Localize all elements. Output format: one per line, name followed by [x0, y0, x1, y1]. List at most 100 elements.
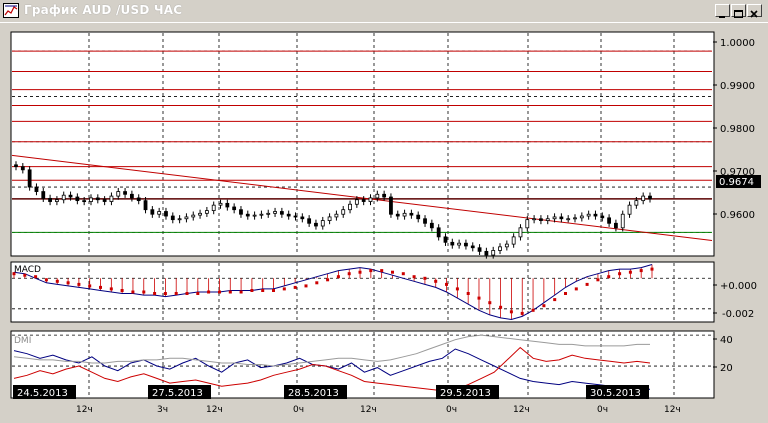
- close-icon: [750, 10, 758, 18]
- candle-body: [55, 199, 59, 202]
- candle-body: [593, 213, 598, 217]
- price-candles: [14, 161, 652, 259]
- window-title: График AUD /USD ЧАС: [24, 3, 183, 17]
- signal-dot: [445, 282, 448, 286]
- candle-body: [320, 220, 325, 227]
- close-button[interactable]: [747, 4, 762, 18]
- hour-label: 12ч: [513, 405, 530, 415]
- candle-body: [68, 194, 73, 198]
- date-label: 30.5.2013: [590, 388, 641, 399]
- signal-dot: [272, 289, 275, 292]
- candle-body: [218, 202, 223, 206]
- current-price-label: 0.9674: [719, 177, 754, 188]
- minimize-button[interactable]: [715, 4, 730, 18]
- signal-dot: [628, 270, 632, 274]
- candle-body: [198, 212, 202, 216]
- macd-panel: [10, 261, 715, 323]
- date-label: 28.5.2013: [288, 388, 339, 399]
- signal-dot: [509, 310, 513, 314]
- chart-app-icon: [3, 3, 19, 18]
- maximize-button[interactable]: [731, 4, 746, 18]
- candle-body: [511, 236, 516, 245]
- candle-body: [423, 218, 427, 224]
- current-price-badge: 0.9674: [716, 175, 761, 188]
- signal-dot: [585, 282, 589, 286]
- candle-body: [184, 216, 189, 220]
- signal-dot: [109, 287, 113, 291]
- candle-body: [95, 197, 100, 201]
- signal-dot: [639, 269, 643, 273]
- candle-body: [273, 211, 277, 214]
- candle-body: [20, 166, 25, 171]
- candle-body: [232, 206, 237, 211]
- hour-label: 12ч: [360, 405, 377, 415]
- signal-dot: [239, 290, 243, 294]
- signal-dot: [304, 284, 308, 288]
- candle-body: [600, 215, 605, 219]
- hour-label: 3ч: [157, 405, 168, 415]
- signal-dot: [434, 279, 438, 283]
- candle-body: [539, 218, 543, 221]
- signal-dot: [423, 276, 427, 280]
- maximize-icon: [734, 10, 743, 18]
- signal-dot: [650, 267, 654, 271]
- candle-body: [61, 194, 66, 201]
- candle-body: [457, 242, 462, 246]
- signal-dot: [218, 290, 221, 294]
- dmi-grid: [12, 332, 712, 397]
- price-axis-label: 0.9600: [720, 210, 755, 221]
- signal-dot: [315, 281, 319, 285]
- signal-dot: [466, 292, 470, 295]
- candle-body: [627, 204, 632, 215]
- candle-body: [620, 213, 625, 229]
- candle-body: [552, 216, 557, 220]
- price-axis: 1.0000 0.9900 0.9800 0.9700 0.9600: [713, 38, 755, 221]
- signal-dot: [455, 287, 459, 291]
- macd-label: MACD: [14, 265, 41, 275]
- candle-body: [150, 209, 155, 215]
- candle-body: [314, 222, 318, 227]
- signal-dot: [12, 272, 16, 276]
- price-axis-label: 0.9900: [720, 81, 755, 92]
- candle-body: [579, 215, 584, 219]
- date-label: 24.5.2013: [17, 388, 68, 399]
- signal-dot: [261, 289, 265, 292]
- minimize-icon: [719, 16, 725, 18]
- candle-body: [75, 196, 80, 202]
- date-labels: 24.5.2013 27.5.2013 28.5.2013 29.5.2013 …: [13, 385, 649, 399]
- candle-body: [484, 250, 489, 256]
- signal-dot: [66, 281, 70, 285]
- candle-body: [252, 214, 257, 217]
- candle-body: [245, 213, 250, 217]
- candle-body: [559, 216, 564, 220]
- candle-body: [14, 164, 18, 168]
- signal-dot: [358, 270, 362, 274]
- candle-body: [239, 209, 243, 215]
- candle-body: [225, 202, 230, 208]
- candle-body: [211, 204, 216, 212]
- candle-body: [157, 211, 162, 215]
- candle-body: [307, 218, 312, 224]
- price-panel: [10, 31, 715, 257]
- hour-label: 12ч: [76, 405, 93, 415]
- signal-dot: [293, 285, 297, 289]
- candle-body: [477, 247, 482, 252]
- signal-dot: [520, 311, 524, 315]
- candle-body: [109, 195, 114, 202]
- candle-body: [470, 245, 475, 249]
- candle-body: [27, 169, 32, 188]
- price-axis-label: 0.9800: [720, 124, 755, 135]
- candle-body: [300, 216, 305, 220]
- signal-dot: [282, 287, 286, 291]
- signal-dot: [153, 292, 157, 295]
- candle-body: [648, 195, 652, 200]
- signal-dot: [336, 275, 340, 279]
- candle-body: [498, 246, 502, 251]
- di-minus-line: [13, 346, 651, 392]
- candle-body: [436, 227, 441, 238]
- signal-dot: [196, 292, 200, 295]
- signal-dot: [44, 278, 48, 282]
- candle-body: [48, 197, 52, 202]
- candle-body: [129, 193, 134, 199]
- price-axis-label: 0.9700: [720, 167, 755, 178]
